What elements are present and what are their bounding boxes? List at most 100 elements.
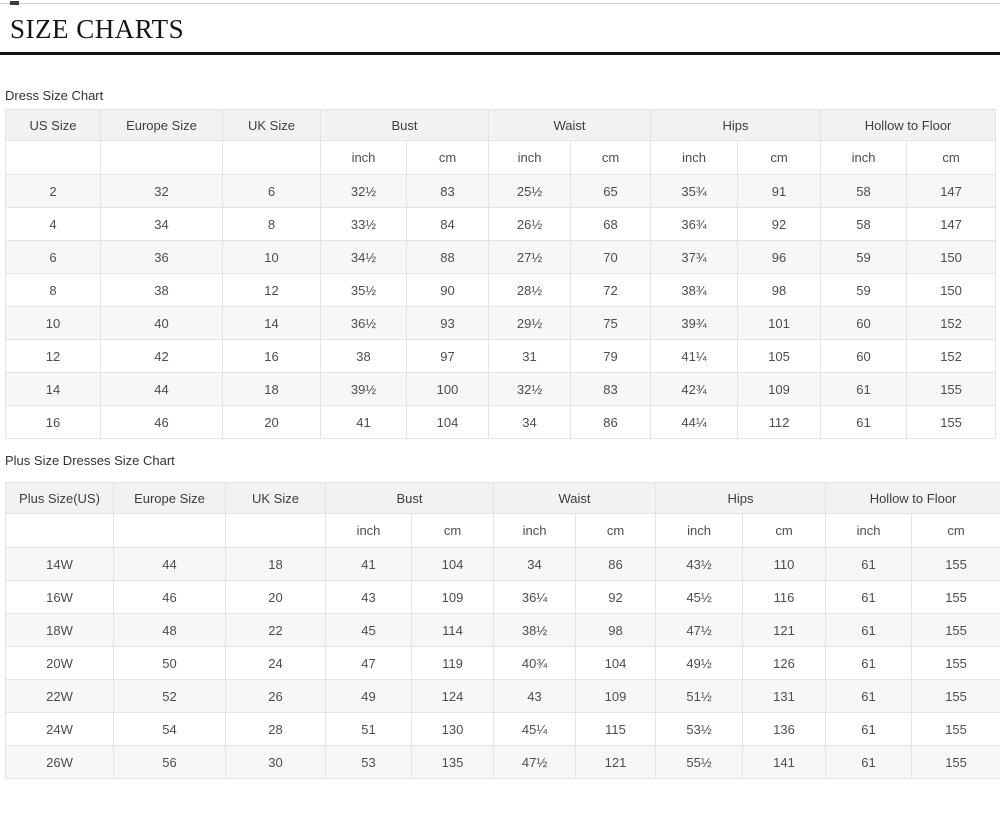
table-cell: 109 [576, 680, 656, 713]
top-divider [0, 3, 1000, 4]
table-cell: 14 [6, 373, 101, 406]
empty-unit-cell [226, 514, 326, 548]
table-cell: 41 [321, 406, 407, 439]
table-cell: 59 [821, 274, 907, 307]
table-cell: 114 [412, 614, 494, 647]
table-cell: 32 [101, 175, 223, 208]
table-cell: 29½ [489, 307, 571, 340]
table-cell: 45¼ [494, 713, 576, 746]
table-cell: 92 [738, 208, 821, 241]
table-cell: 53 [326, 746, 412, 779]
table-cell: 56 [114, 746, 226, 779]
table-cell: 18 [223, 373, 321, 406]
table-cell: 88 [407, 241, 489, 274]
table-cell: 86 [571, 406, 651, 439]
table-cell: 109 [738, 373, 821, 406]
table-cell: 43 [326, 581, 412, 614]
table-cell: 40¾ [494, 647, 576, 680]
table-cell: 105 [738, 340, 821, 373]
table-cell: 150 [907, 274, 996, 307]
table-cell: 75 [571, 307, 651, 340]
table-cell: 119 [412, 647, 494, 680]
table-cell: 22 [226, 614, 326, 647]
column-header: Hips [651, 110, 821, 141]
table-cell: 32½ [489, 373, 571, 406]
table-cell: 44 [114, 548, 226, 581]
table-cell: 104 [412, 548, 494, 581]
unit-header: inch [826, 514, 912, 548]
column-header: Bust [326, 483, 494, 514]
column-header: US Size [6, 110, 101, 141]
table-cell: 16W [6, 581, 114, 614]
table-cell: 110 [743, 548, 826, 581]
table-cell: 124 [412, 680, 494, 713]
plus-size-chart-section: Plus Size Dresses Size Chart Plus Size(U… [0, 453, 1000, 779]
unit-header: inch [494, 514, 576, 548]
table-cell: 116 [743, 581, 826, 614]
unit-header: inch [326, 514, 412, 548]
top-edge-artifact [10, 1, 19, 5]
unit-header: inch [821, 141, 907, 175]
table-cell: 61 [826, 746, 912, 779]
table-cell: 38¾ [651, 274, 738, 307]
table-cell: 26½ [489, 208, 571, 241]
table-cell: 25½ [489, 175, 571, 208]
table-cell: 40 [101, 307, 223, 340]
table-cell: 152 [907, 307, 996, 340]
table-cell: 72 [571, 274, 651, 307]
table-cell: 41¼ [651, 340, 738, 373]
table-cell: 36¾ [651, 208, 738, 241]
table-cell: 54 [114, 713, 226, 746]
unit-header: cm [407, 141, 489, 175]
dress-size-chart-caption: Dress Size Chart [5, 88, 1000, 103]
table-cell: 34½ [321, 241, 407, 274]
table-cell: 98 [576, 614, 656, 647]
table-cell: 61 [826, 581, 912, 614]
table-cell: 53½ [656, 713, 743, 746]
table-cell: 155 [912, 647, 1000, 680]
table-cell: 141 [743, 746, 826, 779]
table-cell: 18 [226, 548, 326, 581]
table-cell: 41 [326, 548, 412, 581]
table-cell: 155 [907, 373, 996, 406]
unit-header: cm [907, 141, 996, 175]
table-cell: 83 [571, 373, 651, 406]
table-cell: 27½ [489, 241, 571, 274]
table-cell: 44¼ [651, 406, 738, 439]
table-cell: 61 [821, 406, 907, 439]
table-cell: 104 [407, 406, 489, 439]
unit-header: inch [651, 141, 738, 175]
table-cell: 38½ [494, 614, 576, 647]
table-cell: 46 [114, 581, 226, 614]
column-header: Waist [494, 483, 656, 514]
table-cell: 155 [912, 614, 1000, 647]
table-cell: 44 [101, 373, 223, 406]
table-cell: 61 [826, 614, 912, 647]
table-cell: 93 [407, 307, 489, 340]
table-cell: 33½ [321, 208, 407, 241]
title-rule [0, 52, 1000, 55]
table-cell: 98 [738, 274, 821, 307]
empty-unit-cell [223, 141, 321, 175]
table-cell: 96 [738, 241, 821, 274]
table-cell: 48 [114, 614, 226, 647]
table-cell: 36½ [321, 307, 407, 340]
table-cell: 59 [821, 241, 907, 274]
empty-unit-cell [6, 514, 114, 548]
column-header: Europe Size [101, 110, 223, 141]
empty-unit-cell [101, 141, 223, 175]
empty-unit-cell [114, 514, 226, 548]
table-cell: 6 [223, 175, 321, 208]
table-cell: 38 [101, 274, 223, 307]
table-cell: 121 [576, 746, 656, 779]
unit-header: inch [489, 141, 571, 175]
table-cell: 32½ [321, 175, 407, 208]
